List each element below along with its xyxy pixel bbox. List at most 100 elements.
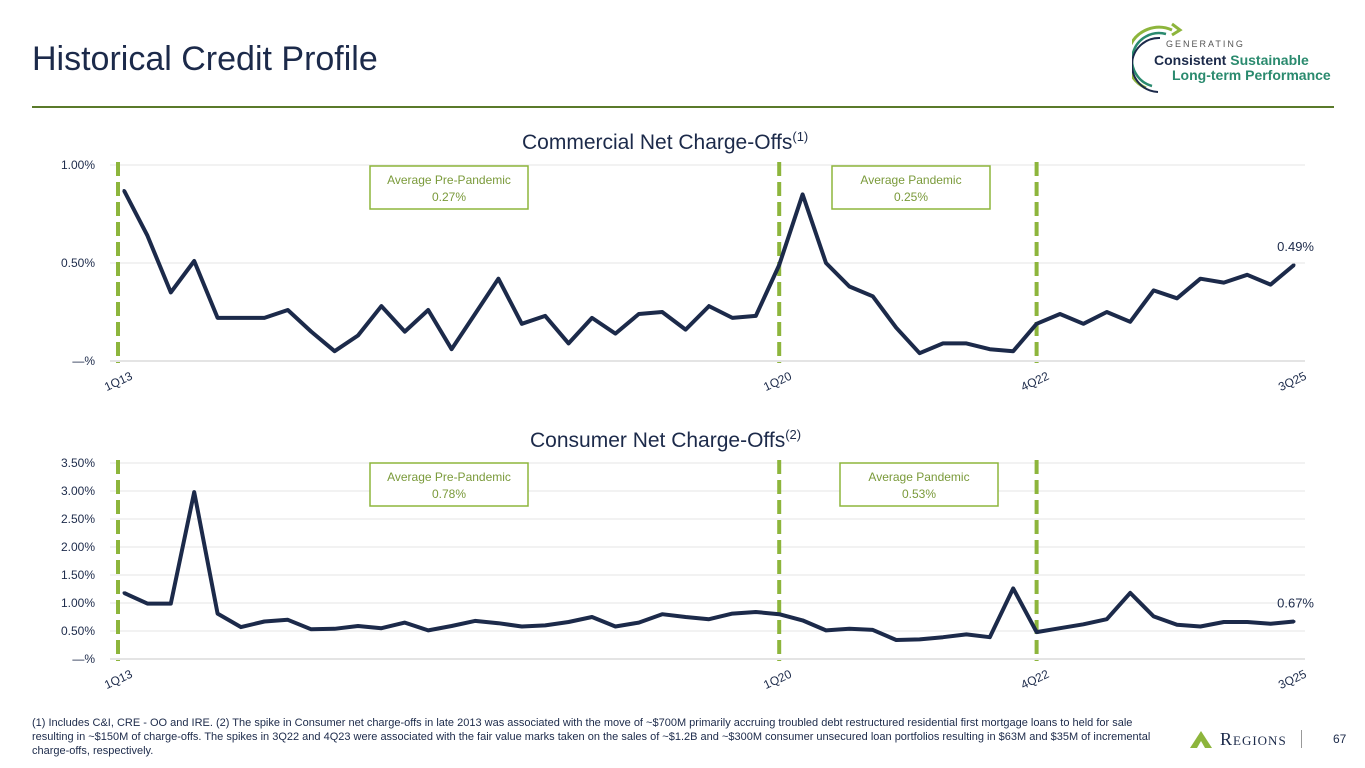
x-tick-label: 4Q22	[1019, 667, 1052, 692]
y-tick-label: 2.50%	[61, 512, 95, 526]
data-point	[543, 314, 547, 318]
data-point	[1292, 619, 1296, 623]
data-point	[216, 316, 220, 320]
logo-generating: GENERATING	[1166, 39, 1245, 49]
data-point	[145, 602, 149, 606]
data-point	[684, 328, 688, 332]
data-point	[169, 602, 173, 606]
footnote: (1) Includes C&I, CRE - OO and IRE. (2) …	[32, 717, 1151, 757]
x-tick-label: 1Q13	[102, 667, 135, 692]
data-point	[473, 619, 477, 623]
generating-logo: GENERATING Consistent Sustainable Long-t…	[1132, 20, 1344, 100]
data-point	[754, 314, 758, 318]
data-point	[567, 341, 571, 345]
data-point	[801, 192, 805, 196]
y-tick-label: 2.00%	[61, 540, 95, 554]
last-value-label: 0.49%	[1277, 239, 1314, 254]
data-point	[239, 625, 243, 629]
consumer-net-charge-offs-chart: —% 0.50% 1.00% 1.50% 2.00% 2.50% 3.00% 3.50% Ave…	[61, 456, 1314, 692]
brand-separator	[1300, 730, 1302, 748]
x-tick-label: 1Q20	[761, 667, 794, 692]
data-point	[1105, 310, 1109, 314]
commercial-net-charge-offs-chart: —%0.50%1.00%Average Pre-Pandemic0.27%Ave…	[61, 158, 1314, 394]
y-tick-label: 1.00%	[61, 158, 95, 172]
data-point	[216, 612, 220, 616]
annotation-value: 0.27%	[432, 190, 466, 204]
data-point	[707, 304, 711, 308]
last-value-label: 0.67%	[1277, 595, 1314, 610]
logo-consistent: Consistent	[1154, 52, 1227, 68]
data-point	[520, 625, 524, 629]
data-point	[496, 621, 500, 625]
data-point	[122, 188, 126, 192]
data-point	[426, 628, 430, 632]
x-tick-label: 1Q20	[761, 369, 794, 394]
data-point	[286, 618, 290, 622]
data-point	[1152, 288, 1156, 292]
y-tick-label: 3.50%	[61, 456, 95, 470]
data-point	[988, 347, 992, 351]
data-point	[1058, 312, 1062, 316]
data-point	[1222, 620, 1226, 624]
page-title: Historical Credit Profile	[32, 40, 378, 78]
data-point	[1128, 591, 1132, 595]
series-line	[122, 189, 1296, 356]
data-point	[1011, 586, 1015, 590]
data-point	[824, 261, 828, 265]
data-point	[1269, 283, 1273, 287]
data-point	[1011, 349, 1015, 353]
annotation-box	[369, 165, 529, 210]
data-point	[754, 610, 758, 614]
data-point	[192, 490, 196, 494]
annotation-value: 0.25%	[894, 190, 928, 204]
x-tick-label: 3Q25	[1276, 369, 1309, 394]
data-point	[1198, 277, 1202, 281]
data-point	[450, 347, 454, 351]
swoosh-arrow-icon	[1132, 22, 1183, 93]
average-annotation: Average Pre-Pandemic 0.78%	[369, 462, 529, 507]
data-point	[894, 326, 898, 330]
data-point	[801, 618, 805, 622]
average-annotation: Average Pre-Pandemic 0.27%	[369, 165, 529, 210]
data-point	[988, 635, 992, 639]
data-point	[590, 316, 594, 320]
data-point	[637, 621, 641, 625]
data-point	[286, 308, 290, 312]
logo-sustainable: Sustainable	[1230, 52, 1309, 68]
data-point	[1081, 322, 1085, 326]
annotation-label: Average Pre-Pandemic	[387, 173, 511, 187]
y-tick-label: —%	[72, 354, 95, 368]
annotation-label: Average Pre-Pandemic	[387, 470, 511, 484]
y-tick-label: —%	[72, 652, 95, 666]
data-point	[918, 637, 922, 641]
data-point	[1175, 623, 1179, 627]
data-point	[473, 312, 477, 316]
logo-line2: Long-term Performance	[1172, 67, 1331, 83]
average-annotation: Average Pandemic 0.53%	[839, 462, 999, 507]
data-point	[1269, 622, 1273, 626]
data-point	[1245, 620, 1249, 624]
data-point	[192, 259, 196, 263]
data-point	[356, 334, 360, 338]
logo-line1: Consistent Sustainable	[1154, 52, 1309, 68]
data-point	[637, 312, 641, 316]
data-point	[379, 304, 383, 308]
y-tick-label: 1.00%	[61, 596, 95, 610]
data-point	[1198, 625, 1202, 629]
data-point	[964, 632, 968, 636]
data-point	[1245, 273, 1249, 277]
data-point	[847, 627, 851, 631]
data-point	[520, 322, 524, 326]
data-point	[1035, 630, 1039, 634]
data-point	[847, 285, 851, 289]
data-point	[918, 351, 922, 355]
data-point	[309, 627, 313, 631]
data-point	[660, 612, 664, 616]
data-point	[684, 615, 688, 619]
annotation-box	[839, 462, 999, 507]
data-point	[777, 612, 781, 616]
data-point	[824, 628, 828, 632]
annotation-box	[369, 462, 529, 507]
consumer-title-footnote: (2)	[785, 427, 802, 442]
y-tick-label: 0.50%	[61, 624, 95, 638]
